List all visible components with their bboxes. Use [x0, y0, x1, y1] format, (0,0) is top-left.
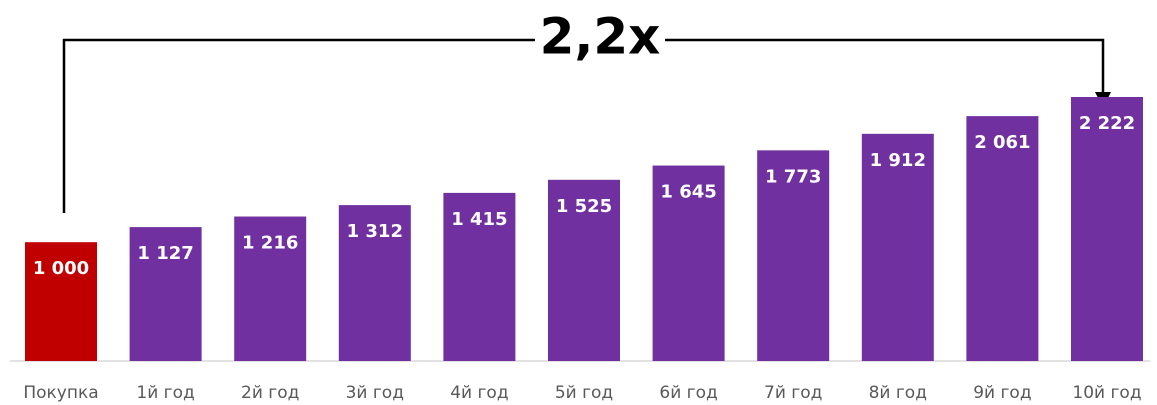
- value-label: 1 773: [765, 166, 821, 187]
- x-tick-label: 8й год: [869, 383, 927, 403]
- bar: [966, 116, 1039, 361]
- x-tick-label: 7й год: [764, 383, 822, 403]
- value-label: 1 525: [556, 196, 612, 217]
- bracket-left: [62, 38, 535, 213]
- x-tick-label: 2й год: [241, 383, 299, 403]
- value-label: 2 061: [974, 132, 1030, 153]
- value-label: 1 415: [451, 209, 507, 230]
- annotation: 2,2x: [540, 8, 661, 66]
- x-tick-label: 10й год: [1072, 383, 1141, 403]
- x-tick-label: 1й год: [136, 383, 194, 403]
- value-label: 1 000: [33, 258, 89, 279]
- x-tick-label: 4й год: [450, 383, 508, 403]
- bar: [234, 216, 307, 361]
- bar: [443, 192, 516, 361]
- value-label: 1 645: [660, 182, 716, 203]
- bar: [861, 133, 934, 361]
- value-label: 1 127: [137, 243, 193, 264]
- value-label: 1 216: [242, 233, 298, 254]
- value-label: 2 222: [1079, 113, 1135, 134]
- bar: [129, 227, 202, 361]
- x-tick-label: 6й год: [659, 383, 717, 403]
- value-label: 1 912: [870, 150, 926, 171]
- x-tick-label: 3й год: [346, 383, 404, 403]
- x-tick-label: 9й год: [973, 383, 1031, 403]
- x-tick-label: Покупка: [23, 383, 98, 403]
- bar: [548, 179, 620, 361]
- bar: [1071, 97, 1143, 361]
- bracket-right: [665, 38, 1105, 92]
- bar: [757, 150, 830, 361]
- bar: [25, 242, 97, 361]
- value-label: 1 312: [347, 221, 403, 242]
- bar: [338, 205, 411, 361]
- bar: [652, 165, 725, 361]
- x-tick-label: 5й год: [555, 383, 613, 403]
